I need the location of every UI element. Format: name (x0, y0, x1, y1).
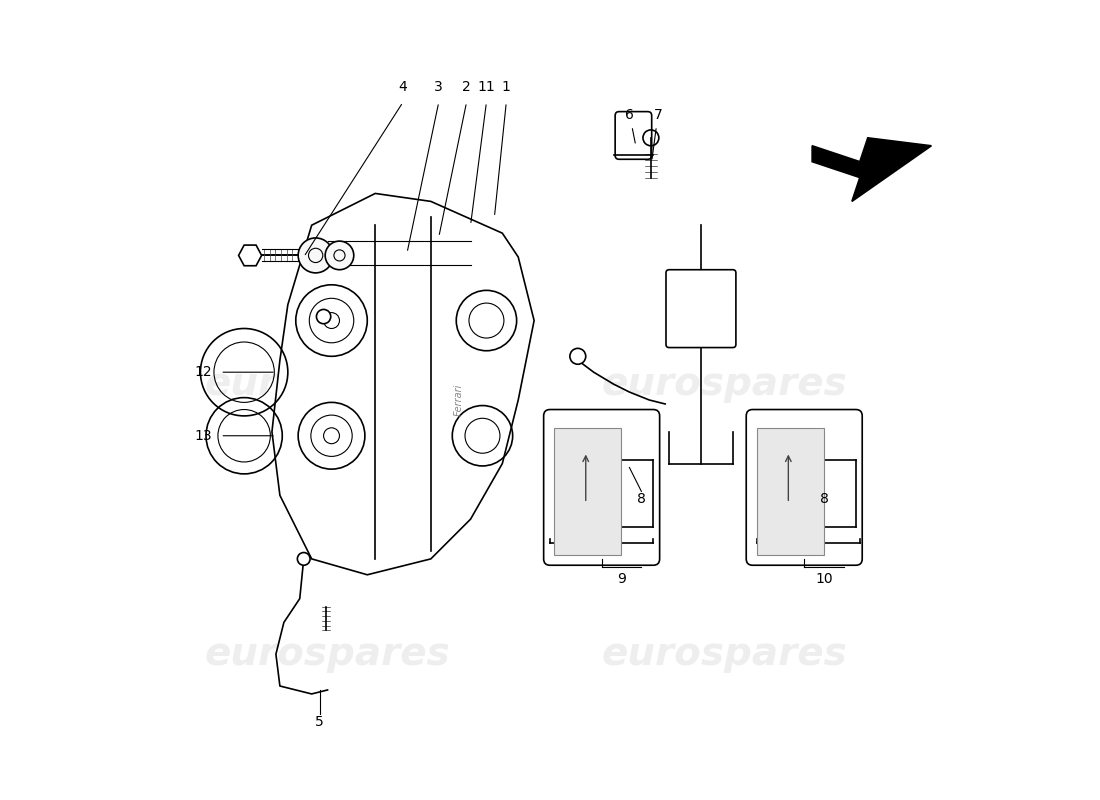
Text: eurospares: eurospares (602, 365, 848, 403)
Text: 13: 13 (195, 429, 212, 442)
Circle shape (317, 310, 331, 324)
FancyBboxPatch shape (666, 270, 736, 347)
Text: 4: 4 (398, 80, 407, 94)
Text: 6: 6 (625, 108, 634, 122)
Text: 5: 5 (316, 714, 324, 729)
Text: eurospares: eurospares (205, 365, 450, 403)
Text: 1: 1 (502, 80, 510, 94)
Text: 10: 10 (815, 572, 833, 586)
Text: 8: 8 (820, 492, 828, 506)
Text: Ferrari: Ferrari (453, 384, 463, 416)
Text: 12: 12 (195, 365, 212, 379)
FancyBboxPatch shape (543, 410, 660, 566)
Circle shape (570, 348, 586, 364)
Text: 2: 2 (462, 80, 471, 94)
Text: 7: 7 (653, 108, 662, 122)
Text: 11: 11 (477, 80, 495, 94)
Text: 8: 8 (637, 492, 646, 506)
Bar (757, 428, 824, 555)
Polygon shape (812, 138, 932, 202)
FancyBboxPatch shape (615, 112, 651, 159)
Circle shape (298, 238, 333, 273)
Text: eurospares: eurospares (205, 635, 450, 674)
Polygon shape (272, 194, 535, 574)
Polygon shape (239, 245, 262, 266)
Bar (554, 428, 621, 555)
Text: 9: 9 (617, 572, 626, 586)
Text: 3: 3 (434, 80, 443, 94)
Text: eurospares: eurospares (602, 635, 848, 674)
Circle shape (326, 241, 354, 270)
Circle shape (297, 553, 310, 566)
FancyBboxPatch shape (746, 410, 862, 566)
